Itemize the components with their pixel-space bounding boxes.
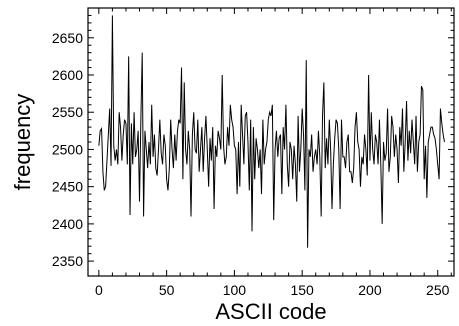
x-tick-label: 50 (159, 282, 175, 298)
x-tick-label: 0 (95, 282, 103, 298)
y-tick-label: 2600 (52, 67, 83, 83)
series-layer (98, 15, 446, 248)
x-tick-label: 200 (358, 282, 382, 298)
y-tick-label: 2350 (52, 253, 83, 269)
y-tick-label: 2450 (52, 179, 83, 195)
x-tick-label: 150 (290, 282, 314, 298)
ticks-layer (88, 8, 454, 276)
x-tick-label: 250 (426, 282, 450, 298)
x-tick-label: 100 (223, 282, 247, 298)
y-tick-label: 2500 (52, 141, 83, 157)
y-tick-label: 2400 (52, 216, 83, 232)
labels-layer: 0 50 100 150 200 250 2350 2400 2450 2500 2550 2600 2… (52, 30, 450, 298)
y-axis-title: frequency (10, 94, 35, 191)
x-axis-title: ASCII code (215, 299, 326, 324)
y-tick-label: 2550 (52, 104, 83, 120)
series-line (98, 15, 446, 248)
y-tick-label: 2650 (52, 30, 83, 46)
